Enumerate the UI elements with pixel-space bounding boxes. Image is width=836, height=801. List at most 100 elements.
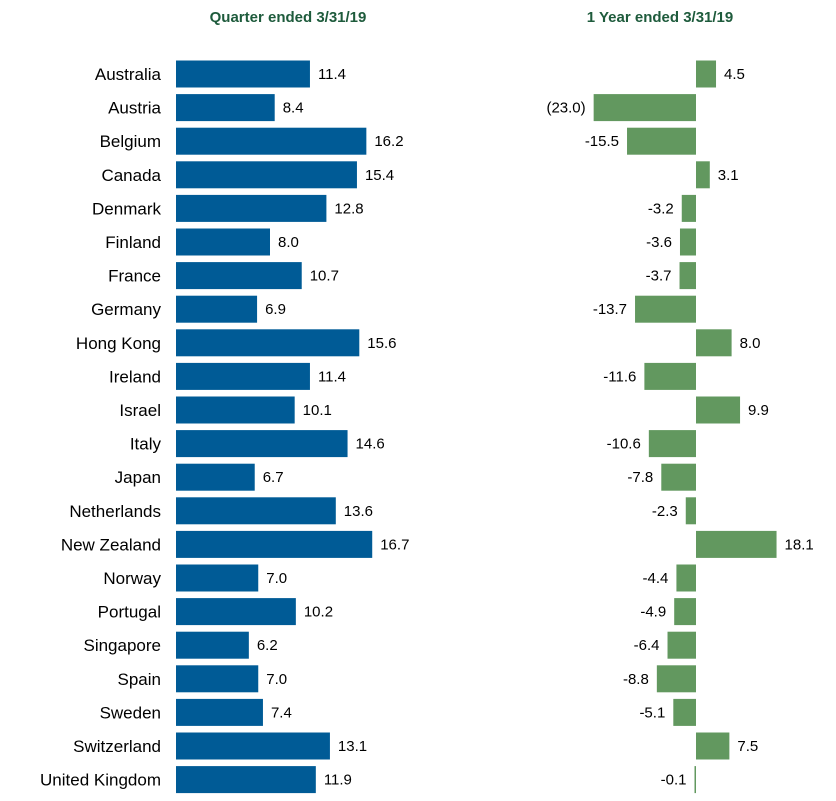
category-label: Germany	[91, 300, 161, 319]
quarter-bar	[176, 698, 263, 726]
category-label: Singapore	[83, 636, 161, 655]
quarter-bar	[176, 262, 302, 290]
category-labels: Australia Austria Belgium Canada Denmark Finl…	[40, 65, 162, 790]
quarter-value-label: 8.0	[278, 234, 299, 251]
quarter-bar	[176, 766, 316, 794]
quarter-bar	[176, 161, 357, 189]
quarter-value-label: 8.4	[283, 100, 304, 117]
quarter-value-label: 11.9	[324, 772, 352, 789]
year-bar	[593, 94, 696, 122]
year-bar	[694, 766, 696, 794]
quarter-bar	[176, 430, 348, 458]
category-label: Austria	[108, 99, 161, 118]
quarter-value-label: 12.8	[334, 200, 363, 217]
year-value-label: 7.5	[737, 738, 758, 755]
year-bar	[676, 564, 696, 592]
year-bar	[648, 430, 696, 458]
quarter-bars: 11.4 8.4 16.2 15.412.8 8.0 10.7 6.9 15.6 11.4 10.…	[176, 60, 409, 794]
quarter-value-label: 10.1	[303, 402, 332, 419]
year-value-label: 9.9	[748, 402, 769, 419]
year-bar	[679, 228, 696, 256]
category-label: Australia	[95, 65, 162, 84]
category-label: Canada	[101, 166, 161, 185]
year-bar	[667, 631, 696, 659]
quarter-bar	[176, 631, 249, 659]
year-bars: 4.5 (23.0)-15.5 3.1 -3.2 -3.6 -3.7 -13.7 8.0 -11…	[546, 60, 814, 794]
year-value-label: -13.7	[593, 301, 627, 318]
quarter-bar	[176, 94, 275, 122]
quarter-bar	[176, 564, 259, 592]
year-value-label: -10.6	[607, 436, 641, 453]
category-label: Spain	[118, 670, 161, 689]
year-value-label: 18.1	[785, 536, 814, 553]
category-label: Portugal	[98, 603, 161, 622]
quarter-value-label: 13.6	[344, 503, 373, 520]
category-label: United Kingdom	[40, 771, 161, 790]
category-label: Italy	[130, 435, 162, 454]
year-value-label: -8.8	[623, 671, 649, 688]
year-bar	[661, 463, 696, 491]
quarter-bar	[176, 60, 310, 88]
quarter-bar	[176, 463, 255, 491]
year-value-label: (23.0)	[546, 100, 585, 117]
quarter-value-label: 11.4	[318, 66, 346, 83]
year-value-label: -3.2	[648, 200, 674, 217]
year-bar	[696, 329, 732, 357]
year-bar	[673, 698, 696, 726]
year-bar	[681, 194, 696, 222]
year-bar	[679, 262, 696, 290]
year-value-label: 8.0	[740, 335, 761, 352]
year-value-label: -3.7	[646, 268, 672, 285]
year-bar	[685, 497, 696, 525]
category-label: Sweden	[100, 703, 161, 722]
year-bar	[674, 598, 696, 626]
quarter-value-label: 6.9	[265, 301, 286, 318]
year-value-label: 4.5	[724, 66, 745, 83]
quarter-value-label: 6.7	[263, 469, 284, 486]
quarter-bar	[176, 127, 367, 155]
year-bar	[644, 362, 696, 390]
quarter-value-label: 11.4	[318, 368, 346, 385]
category-label: Hong Kong	[76, 334, 161, 353]
year-value-label: -15.5	[585, 133, 619, 150]
quarter-bar	[176, 665, 259, 693]
quarter-value-label: 15.6	[367, 335, 396, 352]
quarter-value-label: 16.7	[380, 536, 409, 553]
category-label: Japan	[115, 468, 161, 487]
category-label: Israel	[119, 401, 161, 420]
category-label: Switzerland	[73, 737, 161, 756]
quarter-bar	[176, 732, 330, 760]
year-value-label: -4.9	[640, 604, 666, 621]
quarter-bar	[176, 530, 373, 558]
year-value-label: -4.4	[643, 570, 669, 587]
quarter-bar	[176, 598, 296, 626]
category-label: Norway	[103, 569, 161, 588]
quarter-value-label: 10.2	[304, 604, 333, 621]
year-bar	[696, 161, 710, 189]
category-label: Denmark	[92, 199, 161, 218]
category-label: Ireland	[109, 367, 161, 386]
quarter-value-label: 16.2	[374, 133, 403, 150]
quarter-bar	[176, 295, 258, 323]
quarter-bar	[176, 329, 360, 357]
category-label: Netherlands	[69, 502, 161, 521]
quarter-value-label: 6.2	[257, 637, 278, 654]
quarter-bar	[176, 362, 310, 390]
quarter-bar	[176, 228, 270, 256]
year-value-label: 3.1	[718, 167, 739, 184]
category-label: Belgium	[100, 132, 161, 151]
chart-title-quarter: Quarter ended 3/31/19	[210, 9, 367, 26]
quarter-value-label: 10.7	[310, 268, 339, 285]
quarter-value-label: 7.4	[271, 704, 292, 721]
year-bar	[696, 530, 777, 558]
chart-title-year: 1 Year ended 3/31/19	[587, 9, 734, 26]
year-bar	[696, 60, 717, 88]
quarter-value-label: 15.4	[365, 167, 394, 184]
year-bar	[696, 396, 741, 424]
quarter-value-label: 13.1	[338, 738, 367, 755]
year-value-label: -11.6	[603, 368, 636, 385]
year-value-label: -2.3	[652, 503, 678, 520]
year-value-label: -7.8	[627, 469, 653, 486]
